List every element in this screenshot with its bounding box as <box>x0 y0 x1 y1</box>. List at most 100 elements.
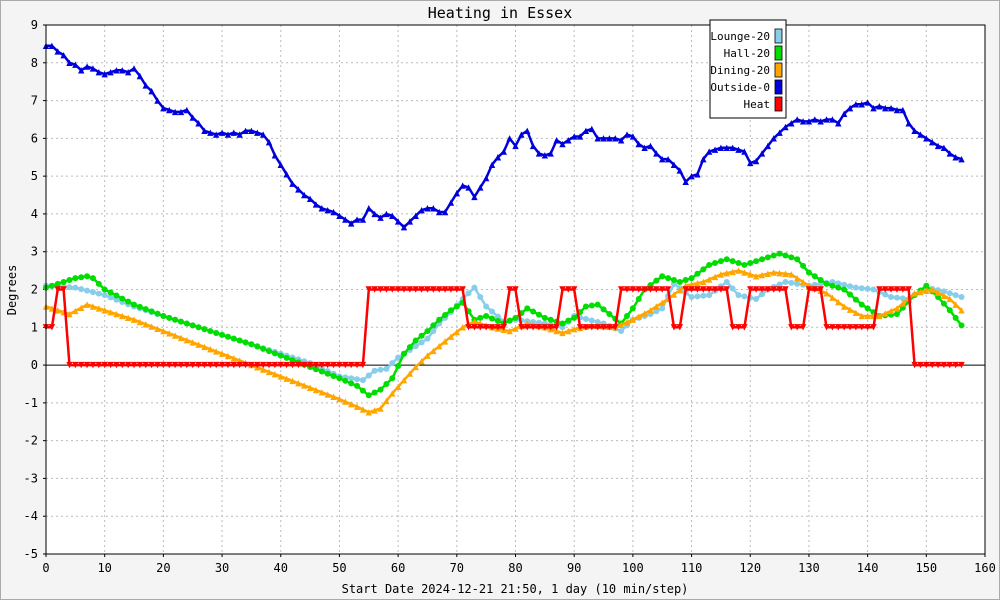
data-point <box>482 324 490 331</box>
data-point <box>318 389 326 396</box>
data-point <box>265 138 273 146</box>
data-point <box>189 322 196 329</box>
data-point <box>119 361 126 369</box>
data-point <box>864 324 871 331</box>
data-point <box>442 312 449 319</box>
data-point <box>747 159 754 167</box>
data-point <box>729 144 736 152</box>
y-tick-label: -2 <box>24 434 38 448</box>
data-point <box>535 324 543 331</box>
data-point <box>805 269 812 276</box>
data-point <box>506 317 513 324</box>
series-outside-0 <box>42 42 965 231</box>
data-point <box>600 135 607 142</box>
data-point <box>928 138 936 146</box>
data-point <box>177 361 185 369</box>
data-point <box>776 281 783 288</box>
data-point <box>201 326 208 333</box>
data-point <box>377 286 384 293</box>
data-point <box>641 286 648 293</box>
data-point <box>688 294 695 301</box>
data-point <box>729 258 736 265</box>
legend-label: Hall-20 <box>724 47 770 60</box>
data-point <box>782 123 789 131</box>
legend-swatch <box>774 79 783 95</box>
data-point <box>882 310 889 317</box>
data-point <box>371 389 378 396</box>
data-point <box>553 324 560 331</box>
data-point <box>107 308 114 316</box>
data-point <box>447 307 454 314</box>
data-point <box>482 174 490 182</box>
y-tick-label: 7 <box>31 94 38 108</box>
data-point <box>852 324 860 331</box>
data-point <box>512 314 519 321</box>
data-point <box>277 352 284 359</box>
data-point <box>840 303 848 310</box>
data-point <box>899 286 907 293</box>
legend-swatch <box>774 96 783 112</box>
data-point <box>301 191 308 199</box>
data-point <box>389 360 396 367</box>
data-point <box>676 167 684 174</box>
data-point <box>242 339 249 346</box>
data-point <box>876 286 883 293</box>
data-point <box>218 350 226 357</box>
data-point <box>383 286 390 293</box>
data-point <box>870 104 877 112</box>
data-point <box>347 220 355 227</box>
x-axis-label: Start Date 2024-12-21 21:50, 1 day (10 m… <box>342 582 689 596</box>
data-point <box>477 184 484 191</box>
data-point <box>283 375 290 382</box>
data-point <box>723 144 730 152</box>
data-point <box>700 155 707 163</box>
data-point <box>324 370 331 377</box>
data-point <box>524 305 531 312</box>
data-point <box>230 129 237 136</box>
data-point <box>500 148 507 155</box>
data-point <box>259 366 267 373</box>
data-point <box>729 268 736 276</box>
data-point <box>295 186 302 193</box>
data-point <box>952 314 959 321</box>
data-point <box>283 171 290 178</box>
data-point <box>764 286 772 293</box>
data-point <box>776 269 783 277</box>
data-point <box>541 314 548 321</box>
data-point <box>424 328 431 335</box>
data-point <box>148 361 155 369</box>
data-point <box>500 324 507 331</box>
data-point <box>882 104 889 112</box>
data-point <box>799 118 807 125</box>
data-point <box>641 144 648 152</box>
data-point <box>717 144 725 152</box>
data-point <box>166 314 173 321</box>
data-point <box>741 261 748 268</box>
data-point <box>89 289 96 296</box>
data-point <box>83 361 91 369</box>
data-point <box>594 135 601 142</box>
data-point <box>934 361 942 369</box>
data-point <box>788 271 795 278</box>
data-point <box>553 137 560 144</box>
data-point <box>753 258 760 265</box>
data-point <box>635 295 642 302</box>
data-point <box>95 290 102 297</box>
data-point <box>236 337 243 344</box>
data-point <box>400 350 407 357</box>
data-point <box>207 361 214 369</box>
data-point <box>676 286 684 294</box>
data-point <box>917 361 924 369</box>
data-point <box>887 286 895 293</box>
data-point <box>899 106 907 114</box>
data-point <box>394 286 402 293</box>
data-point <box>582 127 590 134</box>
data-point <box>389 212 396 220</box>
data-point <box>477 324 484 331</box>
data-point <box>864 312 871 320</box>
data-point <box>653 308 660 315</box>
data-point <box>794 274 801 282</box>
data-point <box>489 315 496 322</box>
data-point <box>829 116 836 123</box>
data-point <box>782 278 789 285</box>
